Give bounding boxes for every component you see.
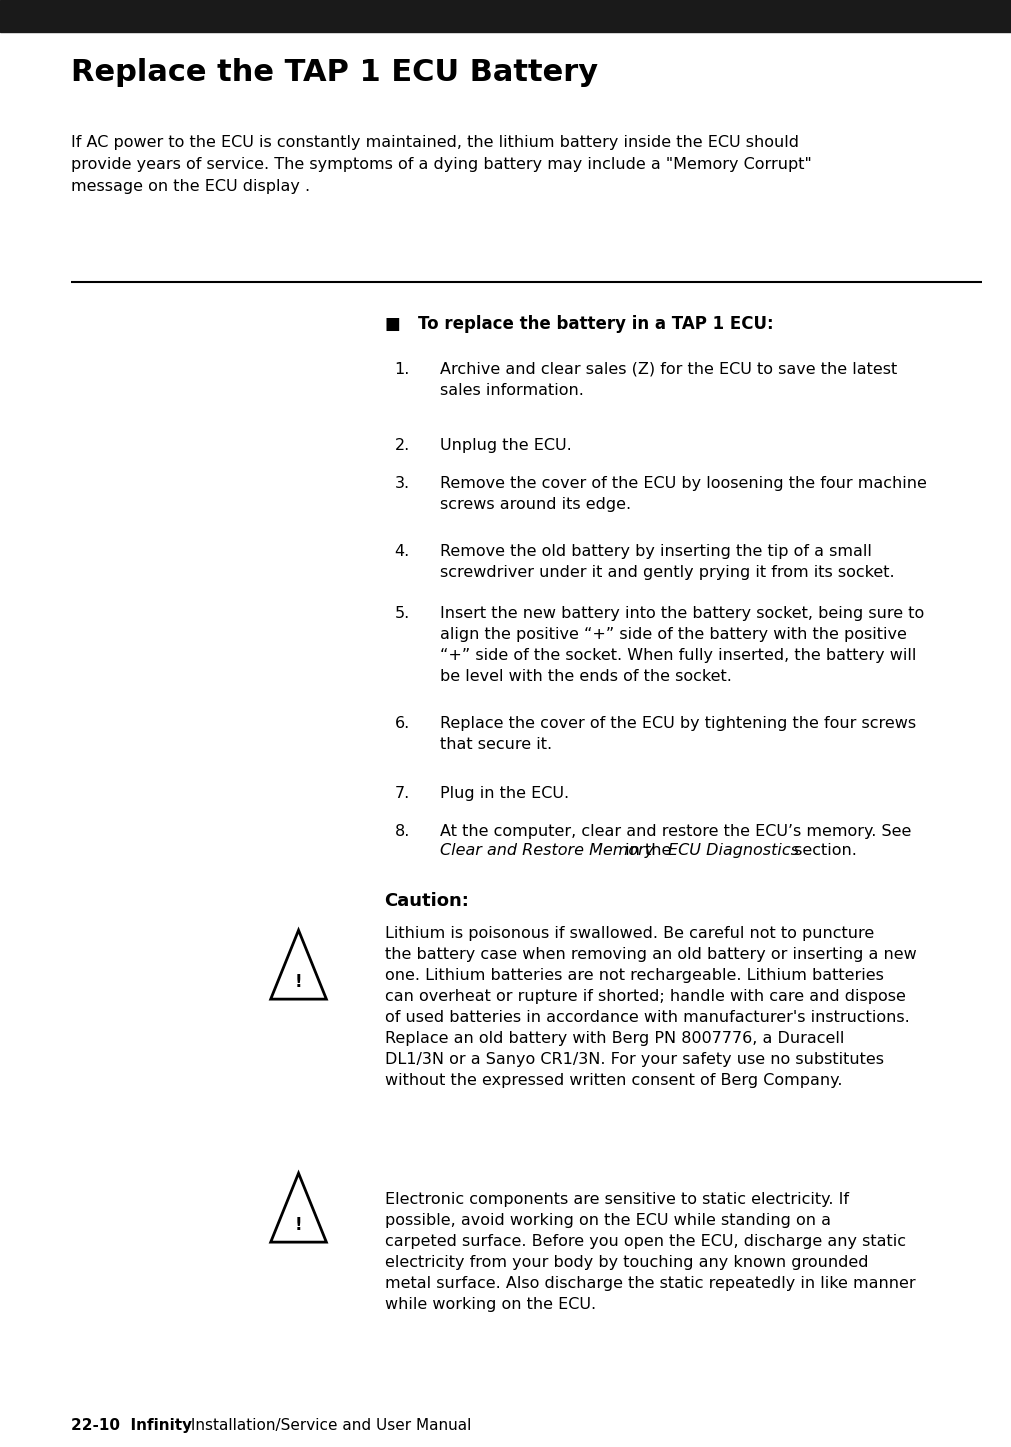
Text: 2.: 2. <box>394 438 409 453</box>
Text: Remove the cover of the ECU by loosening the four machine
screws around its edge: Remove the cover of the ECU by loosening… <box>440 476 926 512</box>
Text: Installation/Service and User Manual: Installation/Service and User Manual <box>186 1418 471 1433</box>
Text: 4.: 4. <box>394 544 409 559</box>
Bar <box>0 0 1011 32</box>
Text: 6.: 6. <box>394 716 409 731</box>
Text: ■   To replace the battery in a TAP 1 ECU:: ■ To replace the battery in a TAP 1 ECU: <box>384 315 772 333</box>
Text: 1.: 1. <box>394 362 409 378</box>
Text: 8.: 8. <box>394 823 409 839</box>
Text: Insert the new battery into the battery socket, being sure to
align the positive: Insert the new battery into the battery … <box>440 606 924 684</box>
Text: Caution:: Caution: <box>384 891 469 910</box>
Text: At the computer, clear and restore the ECU’s memory. See: At the computer, clear and restore the E… <box>440 823 911 839</box>
Text: Lithium is poisonous if swallowed. Be careful not to puncture
the battery case w: Lithium is poisonous if swallowed. Be ca… <box>384 926 915 1088</box>
Text: Replace the TAP 1 ECU Battery: Replace the TAP 1 ECU Battery <box>71 58 598 87</box>
Text: Plug in the ECU.: Plug in the ECU. <box>440 786 569 802</box>
Text: 3.: 3. <box>394 476 409 491</box>
Text: !: ! <box>294 972 302 991</box>
Text: Replace the cover of the ECU by tightening the four screws
that secure it.: Replace the cover of the ECU by tighteni… <box>440 716 915 752</box>
Text: If AC power to the ECU is constantly maintained, the lithium battery inside the : If AC power to the ECU is constantly mai… <box>71 135 811 194</box>
Text: 22-10  Infinity: 22-10 Infinity <box>71 1418 192 1433</box>
Text: !: ! <box>294 1215 302 1234</box>
Text: Archive and clear sales (Z) for the ECU to save the latest
sales information.: Archive and clear sales (Z) for the ECU … <box>440 362 897 398</box>
Text: 5.: 5. <box>394 606 409 621</box>
Text: Unplug the ECU.: Unplug the ECU. <box>440 438 571 453</box>
Text: in the: in the <box>620 844 676 858</box>
Text: ECU Diagnostics: ECU Diagnostics <box>667 844 798 858</box>
Text: Clear and Restore Memory: Clear and Restore Memory <box>440 844 654 858</box>
Text: Remove the old battery by inserting the tip of a small
screwdriver under it and : Remove the old battery by inserting the … <box>440 544 894 580</box>
Text: section.: section. <box>789 844 856 858</box>
Text: 7.: 7. <box>394 786 409 802</box>
Text: Electronic components are sensitive to static electricity. If
possible, avoid wo: Electronic components are sensitive to s… <box>384 1192 914 1312</box>
